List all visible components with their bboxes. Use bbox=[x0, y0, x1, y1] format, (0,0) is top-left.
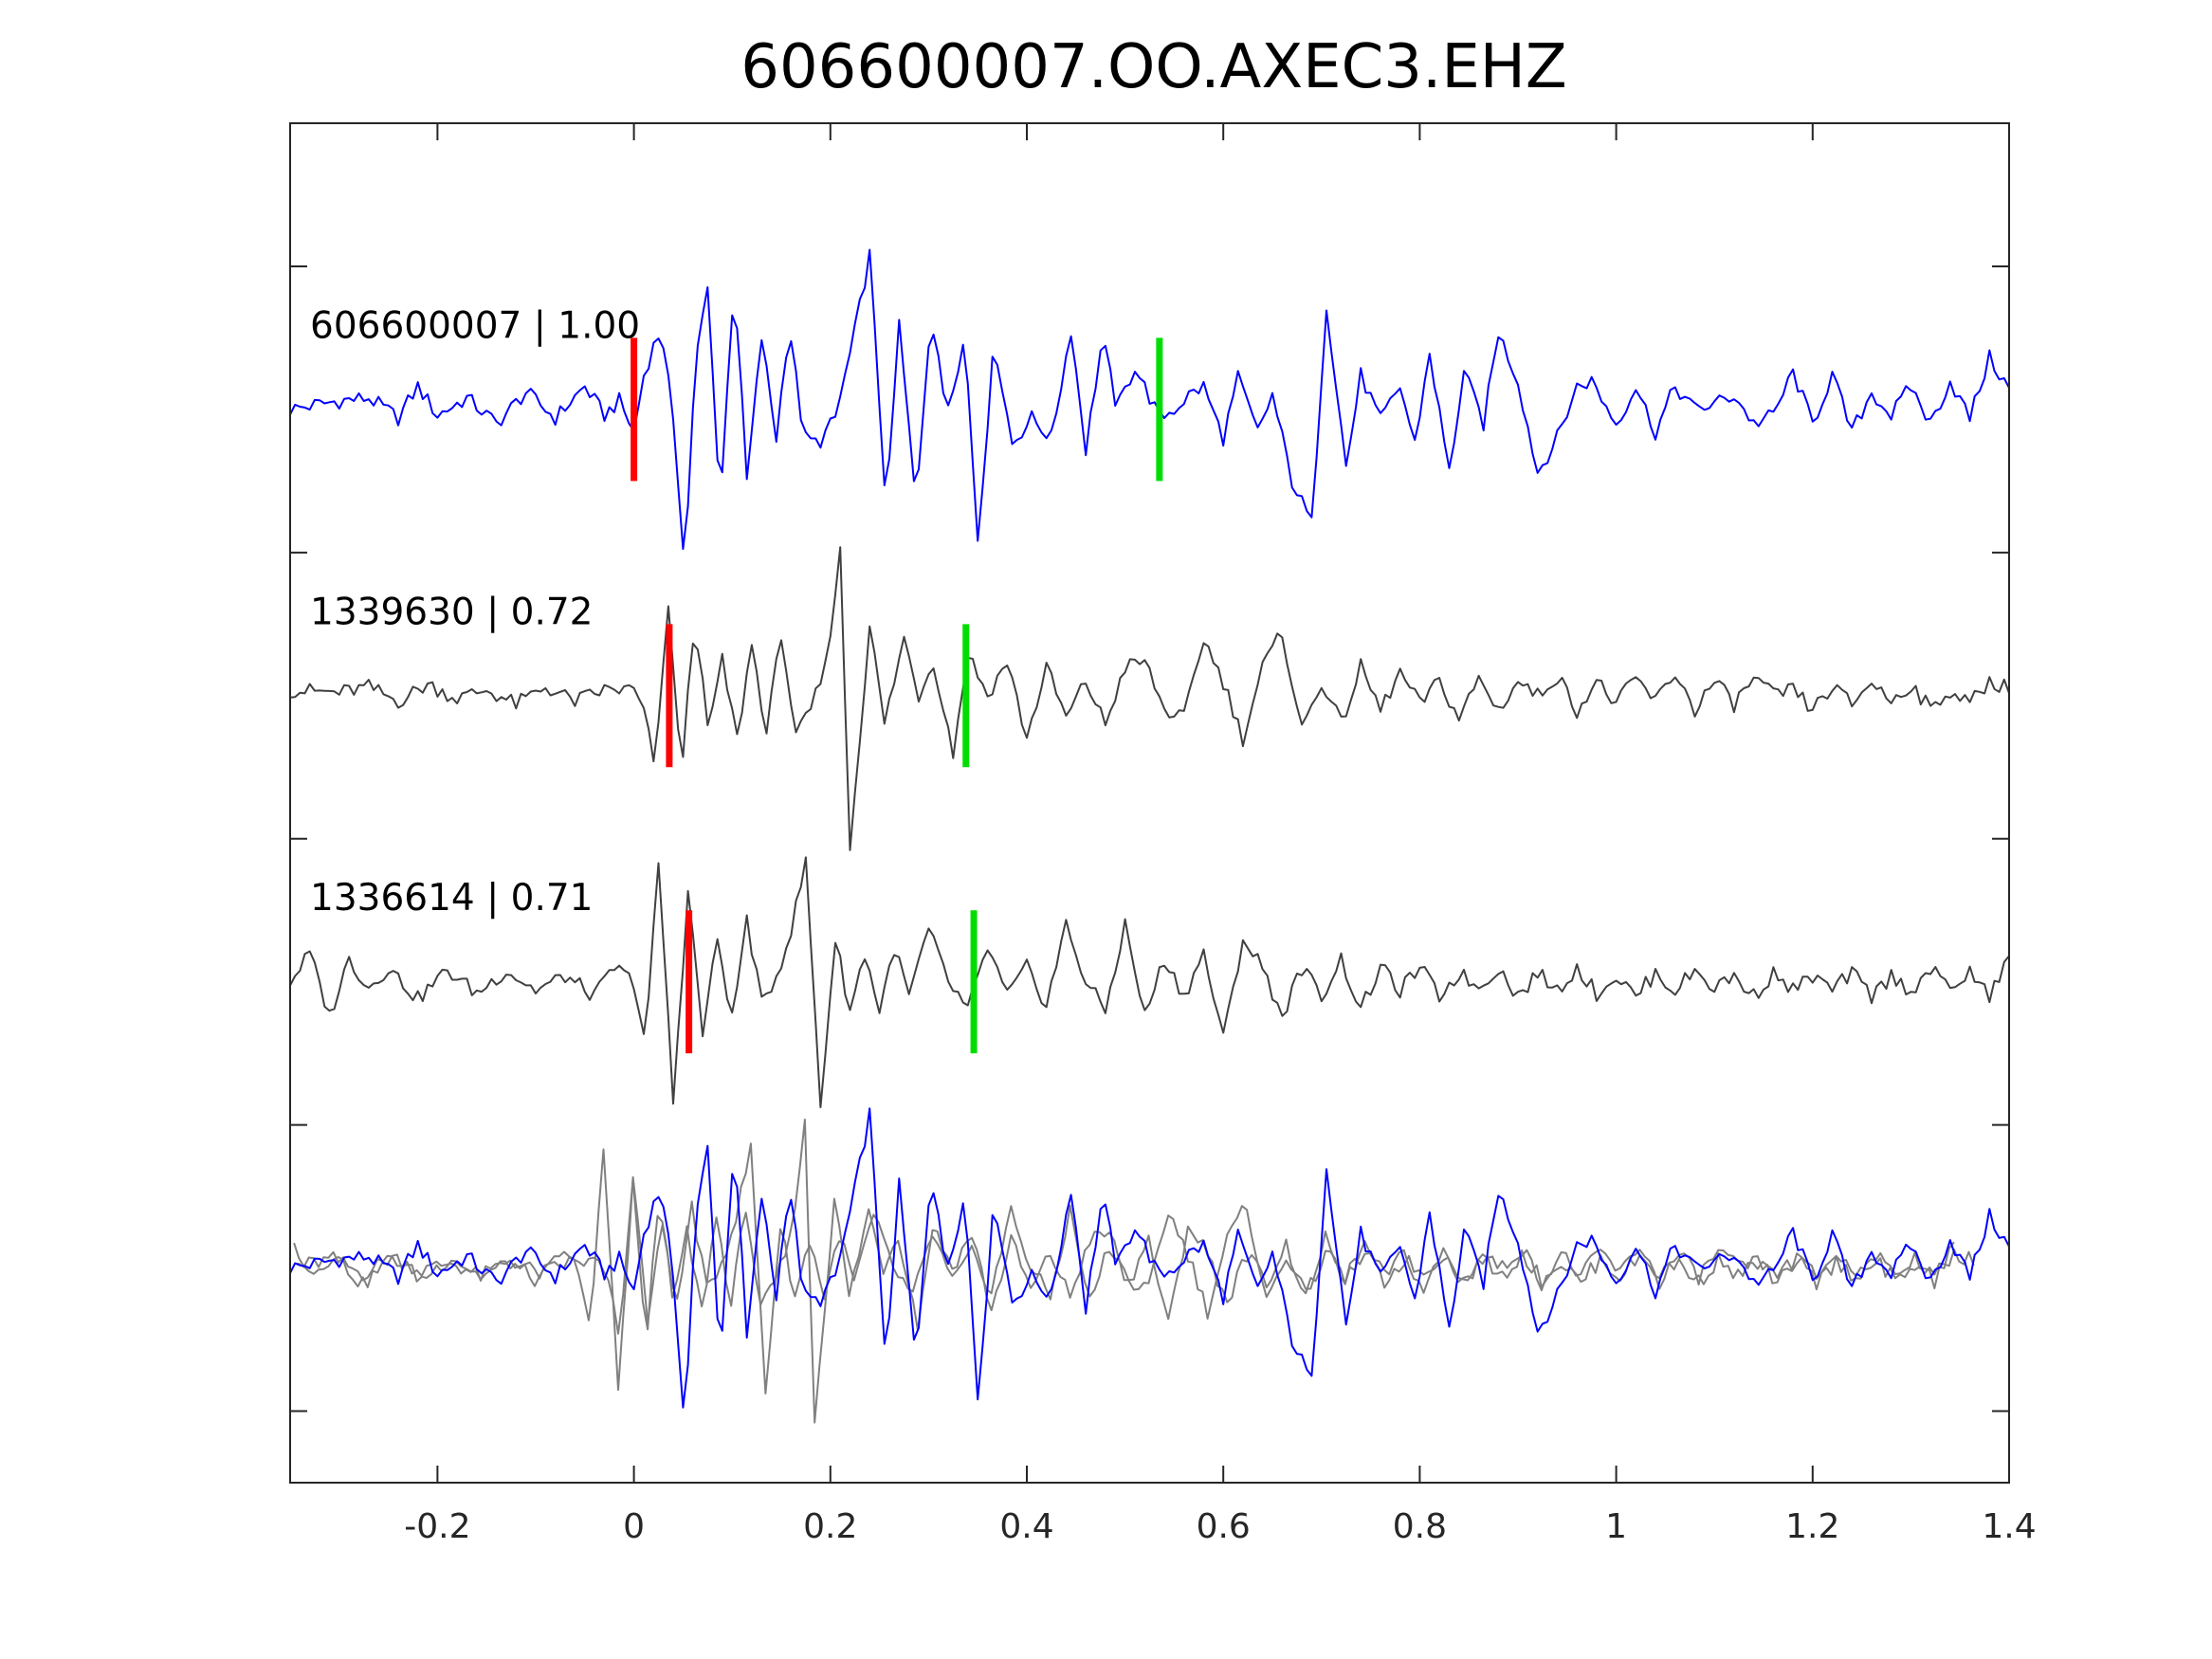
x-tick-label: 0.6 bbox=[1197, 1507, 1251, 1546]
axis-ticks: -0.2 0 0.2 0.4 0.6 0.8 1 1.2 1.4 bbox=[290, 123, 2037, 1546]
x-tick-label: 0.8 bbox=[1393, 1507, 1447, 1546]
x-tick-label: 1 bbox=[1605, 1507, 1627, 1546]
overlay-trace-606600007 bbox=[289, 1107, 2010, 1409]
x-tick-label: 1.2 bbox=[1785, 1507, 1839, 1546]
x-tick-label: 0.4 bbox=[999, 1507, 1053, 1546]
x-tick-label: 0 bbox=[623, 1507, 645, 1546]
x-tick-label: 1.4 bbox=[1982, 1507, 2036, 1546]
x-tick-label: -0.2 bbox=[404, 1507, 470, 1546]
trace-606600007 bbox=[289, 248, 2010, 550]
trace-label-0: 606600007 | 1.00 bbox=[310, 304, 640, 347]
plot-area: 606600007 | 1.00 1339630 | 0.72 1336614 | … bbox=[289, 122, 2037, 1546]
overlay-trace-1336614 bbox=[293, 1142, 1955, 1395]
pick-markers bbox=[631, 337, 1163, 1054]
axes-box bbox=[289, 122, 2010, 1484]
trace-1339630 bbox=[289, 546, 2010, 851]
chart-title: 606600007.OO.AXEC3.EHZ bbox=[740, 32, 1567, 102]
traces bbox=[289, 248, 2010, 1424]
trace-1336614 bbox=[289, 856, 2010, 1108]
trace-labels: 606600007 | 1.00 1339630 | 0.72 1336614 | … bbox=[310, 304, 640, 920]
trace-label-1: 1339630 | 0.72 bbox=[310, 591, 593, 633]
x-tick-label: 0.2 bbox=[803, 1507, 857, 1546]
trace-label-2: 1336614 | 0.71 bbox=[310, 877, 593, 920]
